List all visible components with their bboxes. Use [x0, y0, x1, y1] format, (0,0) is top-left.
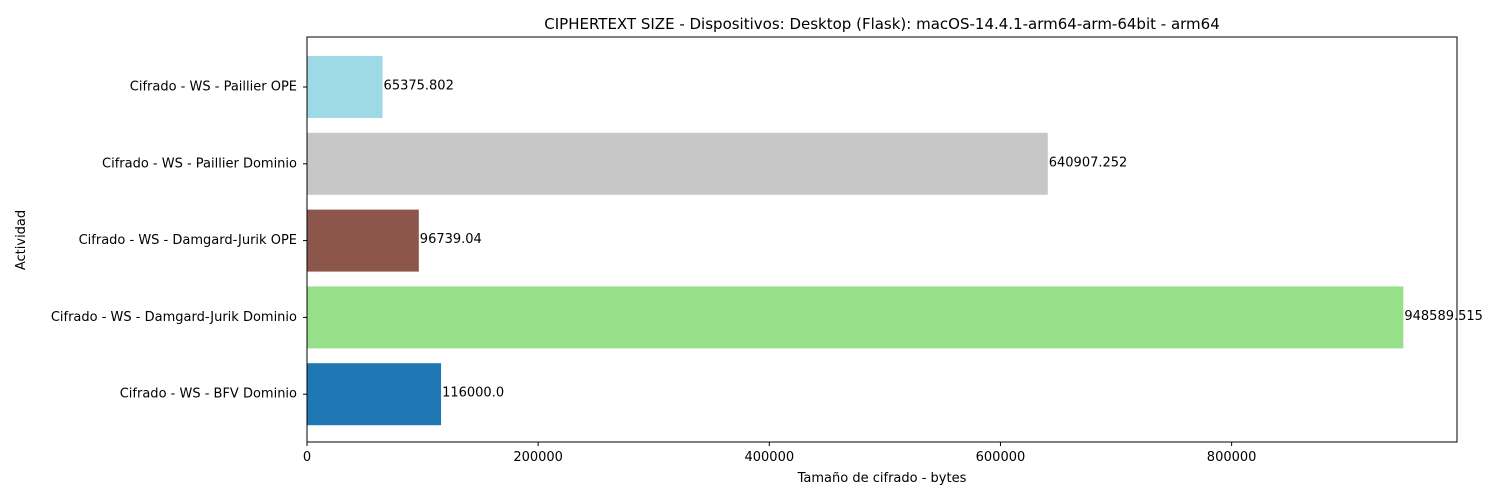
plot-area: 65375.802 Cifrado - WS - Paillier OPE 6409… — [51, 36, 1483, 465]
bar-5 — [307, 363, 442, 426]
x-tick-label-3: 400000 — [744, 450, 794, 465]
x-tick-label-4: 600000 — [976, 450, 1026, 465]
y-axis-label: Actividad — [14, 210, 29, 270]
data-label-4: 948589.515 — [1404, 309, 1483, 324]
y-tick-label-5: Cifrado - WS - BFV Dominio — [120, 387, 297, 402]
data-label-2: 640907.252 — [1049, 155, 1128, 170]
bar-2 — [307, 132, 1048, 195]
plot-frame — [306, 36, 1458, 443]
chart-title: CIPHERTEXT SIZE - Dispositivos: Desktop … — [544, 15, 1220, 33]
bar-3 — [307, 209, 419, 272]
data-label-5: 116000.0 — [442, 386, 504, 401]
x-tick-label-1: 0 — [303, 450, 311, 465]
bar-1 — [307, 56, 383, 118]
y-tick-label-1: Cifrado - WS - Paillier OPE — [130, 80, 297, 95]
x-tick-label-5: 800000 — [1207, 450, 1257, 465]
data-label-1: 65375.802 — [384, 79, 454, 94]
data-label-3: 96739.04 — [420, 232, 482, 247]
y-tick-label-4: Cifrado - WS - Damgard-Jurik Dominio — [51, 310, 297, 325]
y-tick-label-3: Cifrado - WS - Damgard-Jurik OPE — [79, 233, 297, 248]
x-tick-label-2: 200000 — [513, 450, 563, 465]
bar-4 — [307, 286, 1404, 349]
y-tick-label-2: Cifrado - WS - Paillier Dominio — [102, 156, 297, 171]
x-axis-label: Tamaño de cifrado - bytes — [797, 471, 967, 486]
